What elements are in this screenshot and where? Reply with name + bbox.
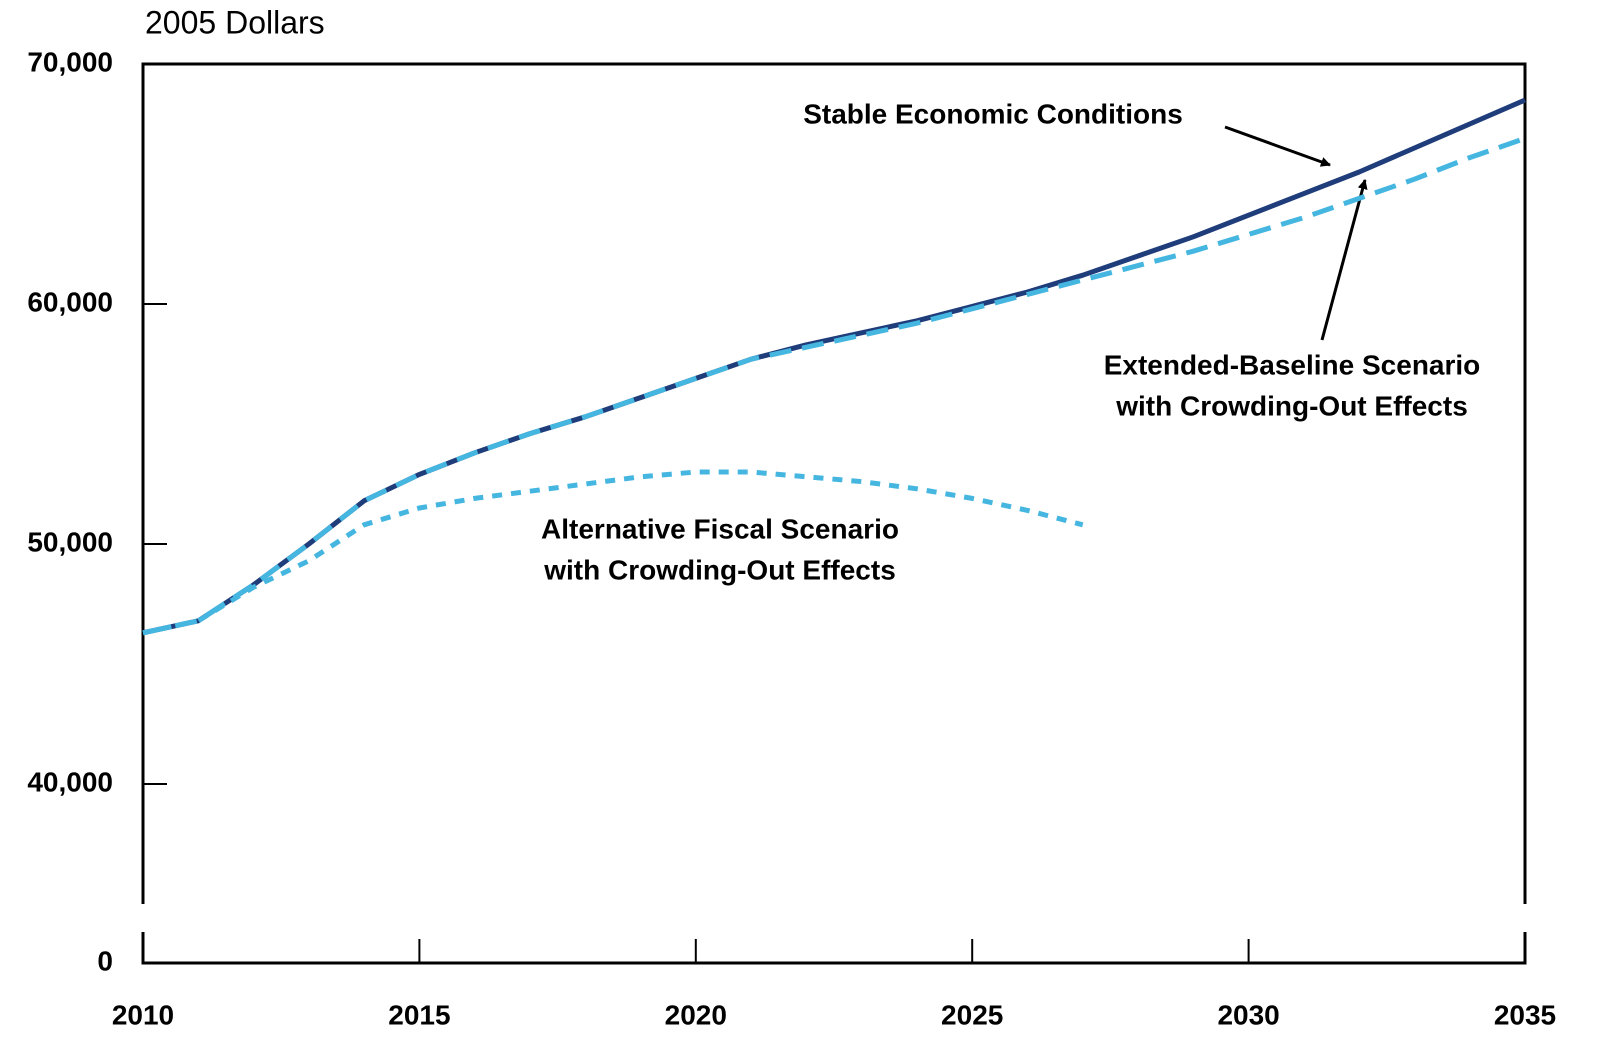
y-tick-label: 70,000 <box>27 46 113 77</box>
y-tick-label: 0 <box>97 945 113 976</box>
series-label: Alternative Fiscal Scenario <box>541 513 899 544</box>
series-label: Stable Economic Conditions <box>803 98 1183 129</box>
axis-baseline <box>141 932 1527 965</box>
series-label: Extended-Baseline Scenario <box>1104 349 1481 380</box>
x-tick-label: 2030 <box>1217 999 1279 1030</box>
series-label: with Crowding-Out Effects <box>543 554 896 585</box>
x-tick-label: 2010 <box>112 999 174 1030</box>
y-tick-label: 60,000 <box>27 286 113 317</box>
y-axis-label: 2005 Dollars <box>145 4 325 40</box>
series-line <box>142 469 1084 636</box>
annotation-arrow <box>1320 179 1368 341</box>
annotation-arrow <box>1224 125 1331 167</box>
y-tick-label: 40,000 <box>27 766 113 797</box>
x-tick-label: 2025 <box>941 999 1003 1030</box>
x-tick-label: 2015 <box>388 999 450 1030</box>
series-label: with Crowding-Out Effects <box>1115 390 1468 421</box>
x-tick-label: 2020 <box>665 999 727 1030</box>
y-tick-label: 50,000 <box>27 526 113 557</box>
plot-frame <box>141 62 1527 904</box>
x-tick-label: 2035 <box>1494 999 1556 1030</box>
series-line <box>142 136 1526 636</box>
